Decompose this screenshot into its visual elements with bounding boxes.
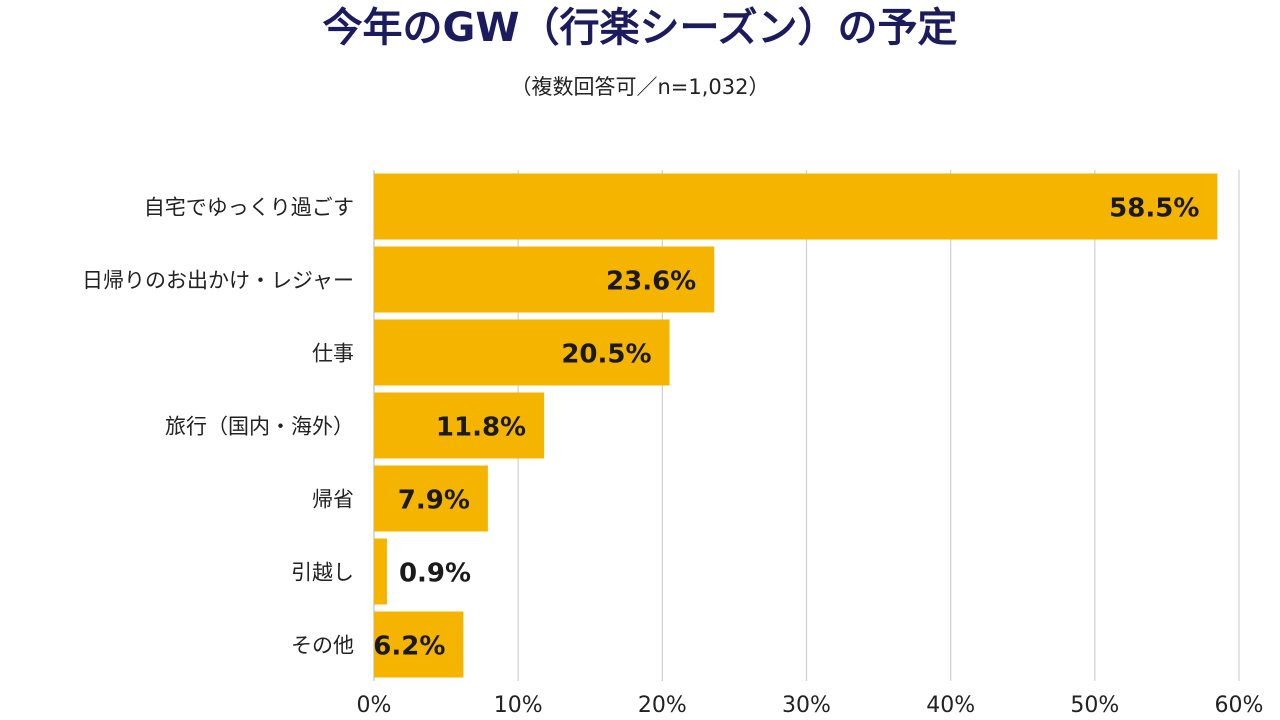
category-label: 旅行（国内・海外） xyxy=(165,415,354,439)
x-tick-label: 40% xyxy=(926,693,975,718)
value-label: 6.2% xyxy=(373,632,445,662)
x-tick-label: 30% xyxy=(782,693,831,718)
category-label: 自宅でゆっくり過ごす xyxy=(144,196,354,220)
value-label: 7.9% xyxy=(398,486,470,516)
x-tick-label: 10% xyxy=(494,693,543,718)
category-label: 引越し xyxy=(291,561,354,585)
bar xyxy=(374,173,1218,240)
bar xyxy=(374,465,488,532)
bar xyxy=(374,538,387,605)
category-label: 日帰りのお出かけ・レジャー xyxy=(82,269,354,293)
value-label: 58.5% xyxy=(1109,194,1199,224)
x-tick-label: 20% xyxy=(638,693,687,718)
category-label: 仕事 xyxy=(312,342,354,366)
bar xyxy=(374,392,545,459)
category-label: 帰省 xyxy=(312,488,354,512)
x-tick-label: 50% xyxy=(1070,693,1119,718)
bar xyxy=(374,246,715,313)
x-tick-label: 60% xyxy=(1215,693,1264,718)
value-label: 11.8% xyxy=(436,413,526,443)
chart-subtitle: （複数回答可／n=1,032） xyxy=(510,75,770,99)
chart-title: 今年のGW（行楽シーズン）の予定 xyxy=(322,5,958,51)
value-label: 23.6% xyxy=(606,267,696,297)
value-label: 20.5% xyxy=(561,340,651,370)
category-label: その他 xyxy=(291,634,354,658)
value-label: 0.9% xyxy=(399,559,471,589)
bar xyxy=(374,319,670,386)
x-tick-label: 0% xyxy=(357,693,392,718)
x-axis-tick-labels: 0% 10% 20% 30% 40% 50% 60% xyxy=(357,693,1264,718)
bars xyxy=(374,173,1218,678)
value-labels: 58.5% 23.6% 20.5% 11.8% 7.9% 0.9% 6.2% xyxy=(373,194,1199,662)
bar xyxy=(374,611,464,678)
